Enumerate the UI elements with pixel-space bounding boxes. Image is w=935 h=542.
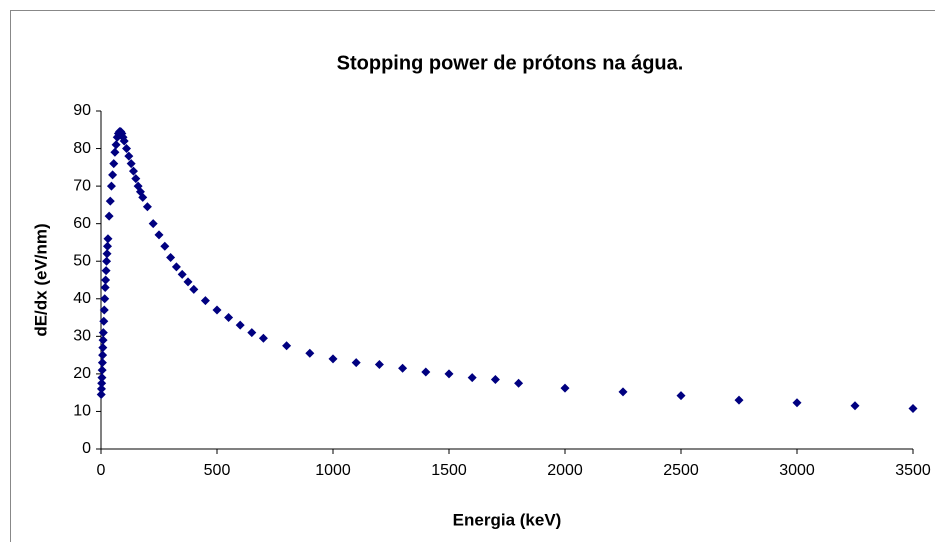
data-point xyxy=(100,283,110,293)
x-tick-label: 2000 xyxy=(547,462,583,479)
data-point xyxy=(126,159,136,169)
data-point xyxy=(258,333,268,343)
data-point xyxy=(908,403,918,413)
y-tick-label: 30 xyxy=(73,328,91,345)
x-tick-label: 0 xyxy=(97,462,106,479)
data-point xyxy=(102,249,112,259)
data-point xyxy=(154,230,164,240)
data-point xyxy=(119,136,129,146)
data-point xyxy=(235,320,245,330)
chart-frame xyxy=(10,10,935,542)
data-point xyxy=(148,219,158,229)
data-point xyxy=(444,369,454,379)
y-tick-label: 70 xyxy=(73,177,91,194)
data-point xyxy=(105,196,115,206)
data-point xyxy=(98,328,108,338)
x-tick-label: 500 xyxy=(204,462,231,479)
data-point xyxy=(792,398,802,408)
data-point xyxy=(177,269,187,279)
data-point xyxy=(421,367,431,377)
data-point xyxy=(183,277,193,287)
data-point xyxy=(106,181,116,191)
data-point xyxy=(100,294,110,304)
data-point xyxy=(490,375,500,385)
x-tick-label: 1000 xyxy=(315,462,351,479)
data-point xyxy=(142,202,152,212)
y-tick-label: 80 xyxy=(73,140,91,157)
data-point xyxy=(98,343,108,353)
y-tick-label: 60 xyxy=(73,215,91,232)
data-point xyxy=(138,192,148,202)
data-point xyxy=(171,262,181,272)
data-point xyxy=(467,373,477,383)
data-point xyxy=(189,284,199,294)
y-axis-label: dE/dx (eV/nm) xyxy=(31,223,50,336)
data-point xyxy=(99,316,109,326)
data-point xyxy=(97,378,107,388)
y-tick-label: 50 xyxy=(73,252,91,269)
data-point xyxy=(160,241,170,251)
data-point xyxy=(122,144,132,154)
data-point xyxy=(351,358,361,368)
x-tick-label: 3500 xyxy=(895,462,931,479)
data-point xyxy=(110,147,120,157)
x-tick-label: 3000 xyxy=(779,462,815,479)
data-point xyxy=(131,174,141,184)
data-point xyxy=(98,350,108,360)
x-axis-label: Energia (keV) xyxy=(453,510,562,529)
data-point xyxy=(247,328,257,338)
data-point xyxy=(104,211,114,221)
x-tick-label: 2500 xyxy=(663,462,699,479)
y-tick-label: 10 xyxy=(73,403,91,420)
data-point xyxy=(166,252,176,262)
data-point xyxy=(102,241,112,251)
data-point xyxy=(96,390,106,400)
data-point xyxy=(374,360,384,369)
data-point xyxy=(97,365,107,375)
data-point xyxy=(102,256,112,266)
data-point xyxy=(734,395,744,405)
data-point xyxy=(98,335,108,345)
data-point xyxy=(560,383,570,393)
data-point xyxy=(108,170,118,180)
y-tick-label: 90 xyxy=(73,102,91,119)
data-point xyxy=(212,305,222,315)
data-point xyxy=(109,159,119,169)
data-point xyxy=(96,384,106,394)
data-point xyxy=(128,166,138,176)
data-point xyxy=(111,140,121,150)
data-point xyxy=(305,348,315,358)
data-point xyxy=(676,391,686,401)
data-point xyxy=(101,275,111,285)
data-point xyxy=(618,387,628,397)
data-point xyxy=(850,401,860,411)
data-point xyxy=(124,151,134,161)
chart-title: Stopping power de prótons na água. xyxy=(337,52,684,74)
data-point xyxy=(398,363,408,373)
y-tick-label: 20 xyxy=(73,365,91,382)
data-point xyxy=(97,358,107,368)
data-point xyxy=(97,373,107,383)
data-point xyxy=(200,296,210,306)
y-tick-label: 40 xyxy=(73,290,91,307)
data-point xyxy=(514,378,524,388)
data-point xyxy=(328,354,338,364)
data-point xyxy=(99,305,109,315)
data-point xyxy=(101,266,111,276)
y-tick-label: 0 xyxy=(82,440,91,457)
data-point xyxy=(103,234,113,244)
data-point xyxy=(224,313,234,323)
x-tick-label: 1500 xyxy=(431,462,467,479)
data-point xyxy=(282,341,292,351)
